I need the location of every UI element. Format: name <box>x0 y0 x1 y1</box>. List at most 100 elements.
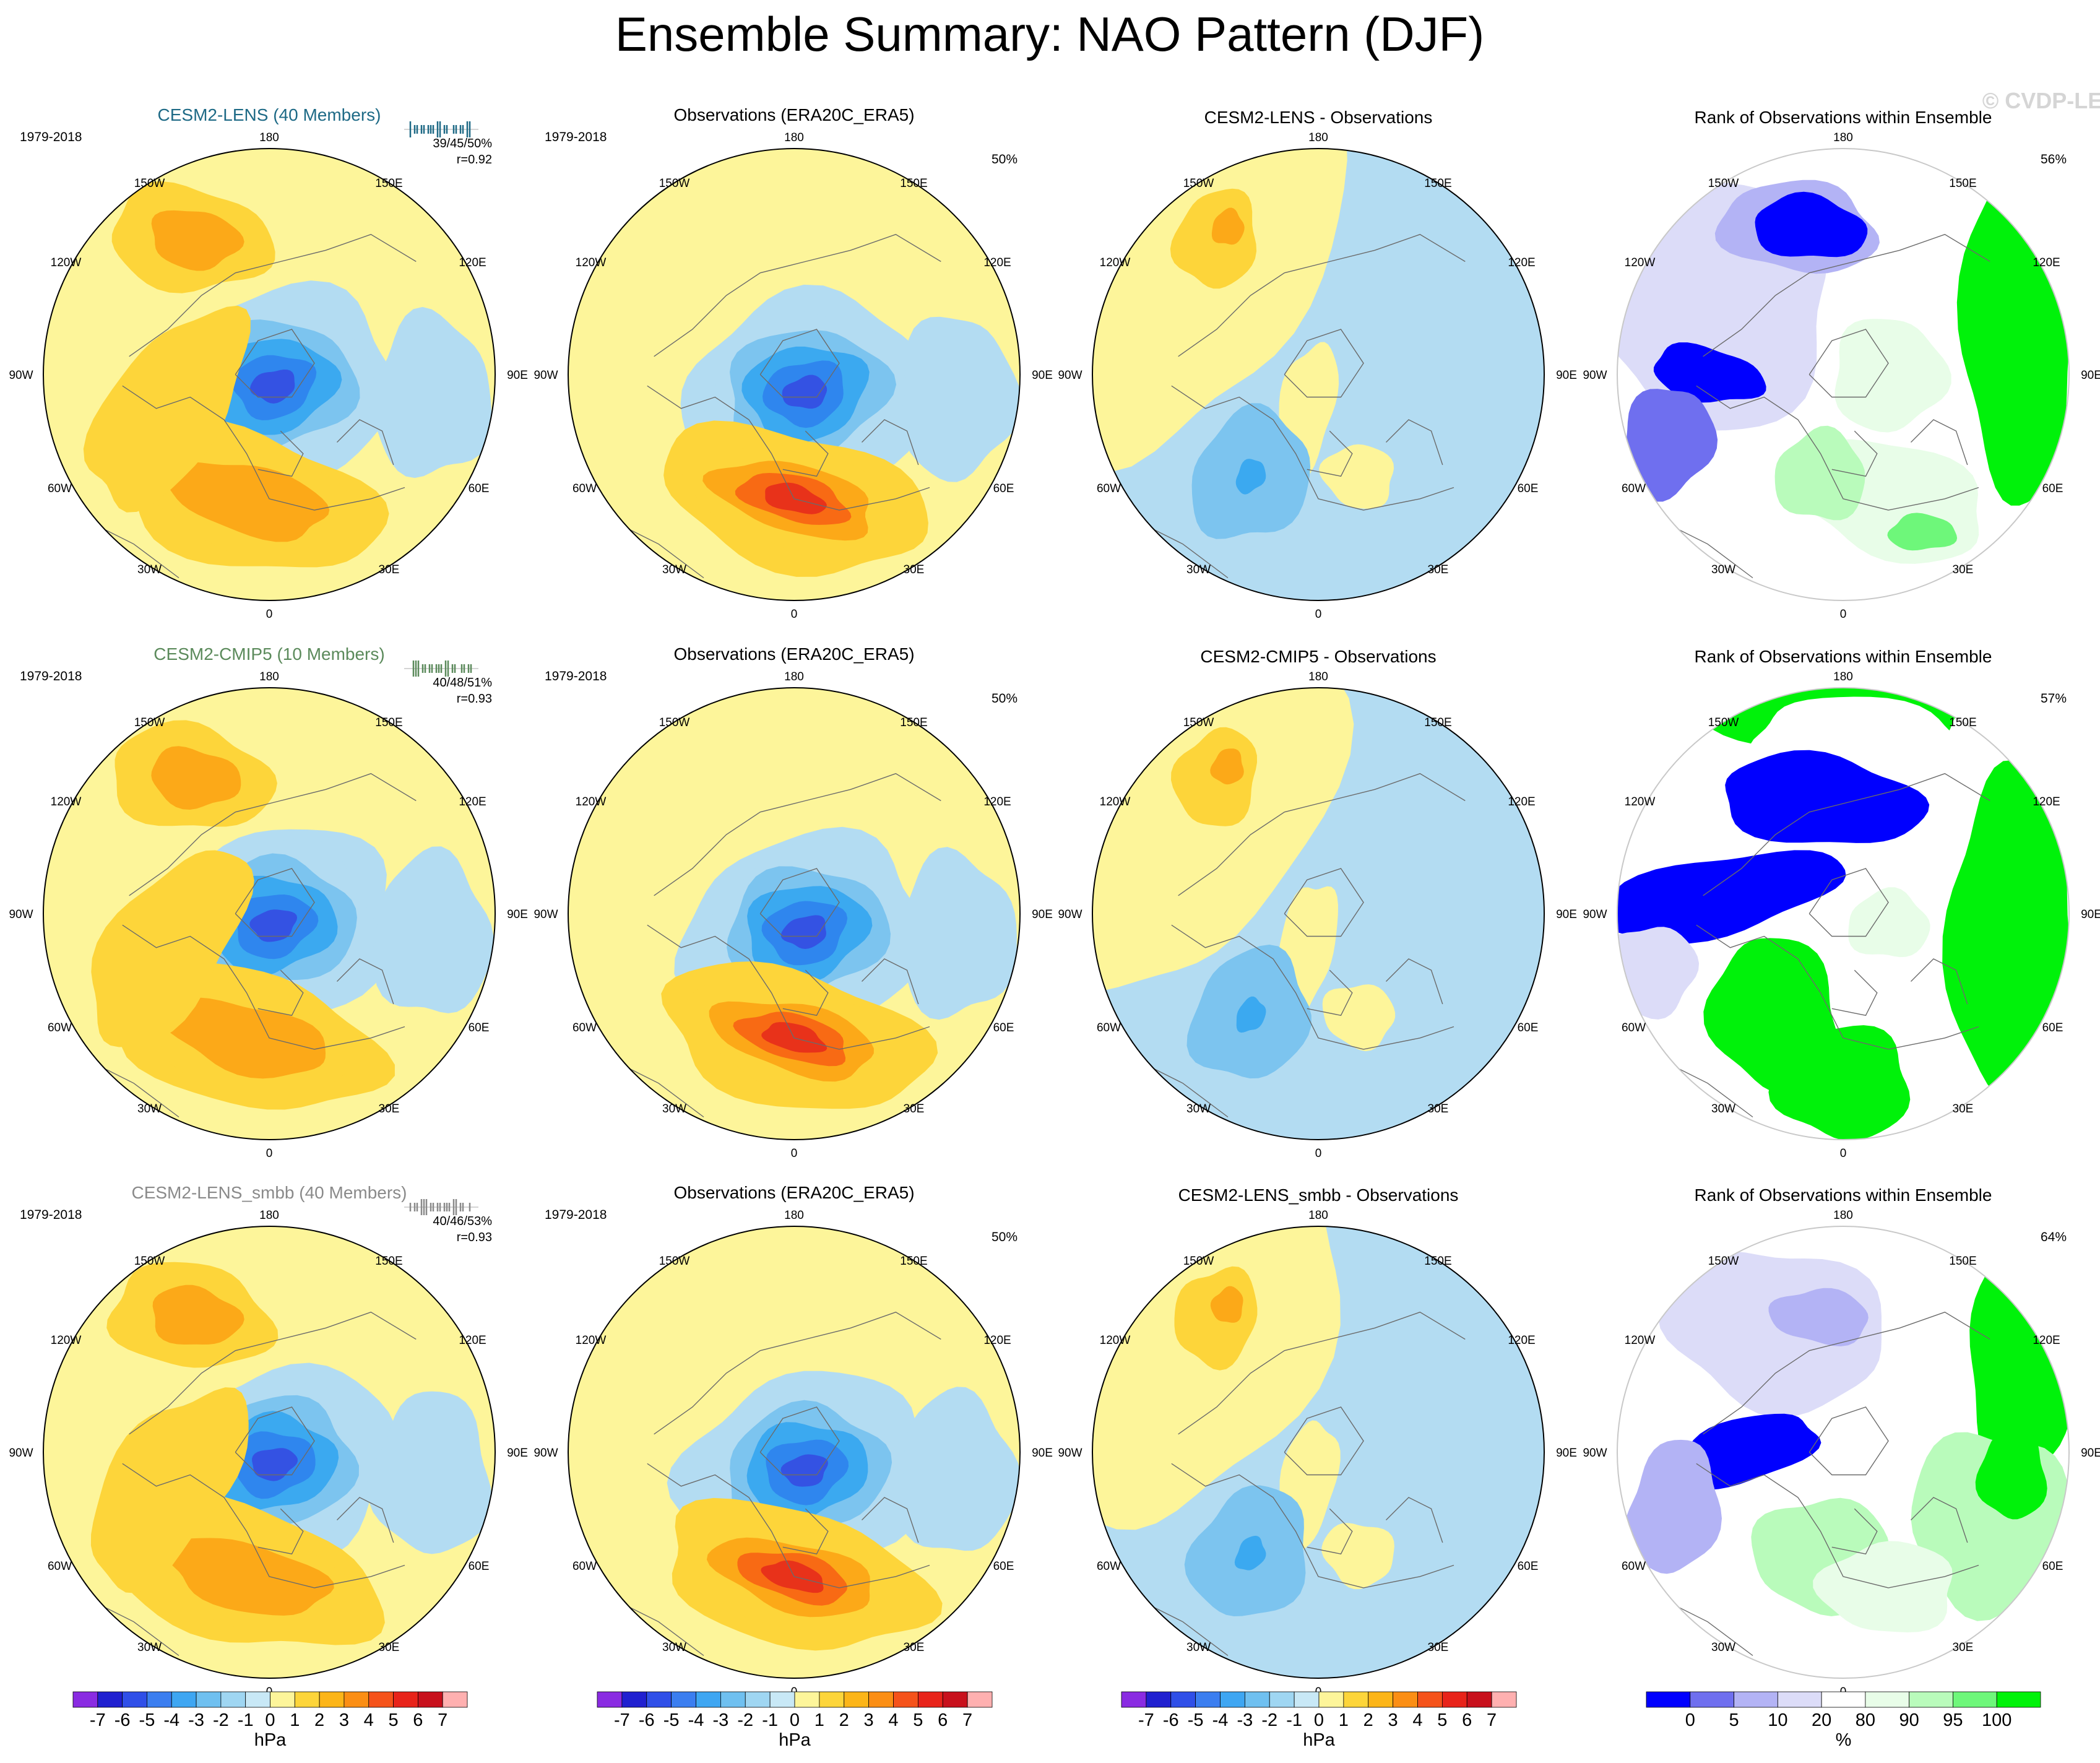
coastline <box>1696 385 1979 511</box>
stats-label: 40/46/53% <box>433 1215 492 1228</box>
lon-label-120e: 120E <box>459 256 486 269</box>
colorbar-swatch <box>393 1691 418 1708</box>
colorbar-swatch <box>1417 1691 1443 1708</box>
lon-label-60e: 60E <box>993 1560 1014 1573</box>
map-border <box>1092 148 1545 601</box>
lon-label-150e: 150E <box>1424 1255 1451 1268</box>
lon-label-120w: 120W <box>51 1334 82 1347</box>
coastline <box>1831 969 1878 1016</box>
coastline <box>1284 868 1364 937</box>
lon-label-60w: 60W <box>1622 1021 1646 1034</box>
colorbar-tick: 5 <box>1729 1710 1739 1730</box>
lon-label-180: 180 <box>1308 1209 1328 1222</box>
lon-label-150e: 150E <box>1424 177 1451 190</box>
lon-label-30w: 30W <box>137 563 162 576</box>
positive-peak <box>1210 1286 1243 1323</box>
rank-region <box>1725 750 1930 843</box>
colorbar-tick: -1 <box>1286 1710 1302 1730</box>
lon-label-150e: 150E <box>900 1255 927 1268</box>
panel-diff: 1800150W150E120W120E90W90E60W60E30W30ECE… <box>1058 1185 1576 1699</box>
lon-label-90e: 90E <box>1032 908 1053 921</box>
lon-label-60w: 60W <box>573 482 597 495</box>
lon-label-0: 0 <box>1315 1147 1322 1160</box>
lon-label-90w: 90W <box>1583 1447 1607 1460</box>
atlantic-high-level <box>761 1022 827 1053</box>
positive-peak <box>1211 207 1245 245</box>
lon-label-180: 180 <box>259 131 279 144</box>
colorbar-swatch <box>417 1691 443 1708</box>
period-label: 1979-2018 <box>20 130 82 144</box>
colorbar-swatch <box>794 1691 820 1708</box>
rank-region <box>1653 342 1766 403</box>
colorbar-tick: 5 <box>913 1710 923 1730</box>
map-border <box>1617 148 2070 601</box>
coastline <box>759 868 840 937</box>
colorbar-swatch <box>220 1691 246 1708</box>
lon-label-120w: 120W <box>51 256 82 269</box>
lon-label-0: 0 <box>266 1147 273 1160</box>
corr-label: r=0.93 <box>457 1231 492 1244</box>
panel-model: 1800150W150E120W120E90W90E60W60E30W30ECE… <box>9 1183 527 1699</box>
colorbar-swatch <box>1220 1691 1245 1708</box>
colorbar-tick: 95 <box>1943 1710 1963 1730</box>
colorbar-swatch <box>1821 1691 1866 1708</box>
rank-title: Rank of Observations within Ensemble <box>1695 1185 1992 1205</box>
colorbar-swatch <box>1146 1691 1172 1708</box>
colorbar-swatch <box>1953 1691 1997 1708</box>
lon-label-150e: 150E <box>1949 716 1976 729</box>
panel-rank: 180 0 150W 150E 120W 120E 90W 90E 60W 60E 30W 30E Ra… <box>1583 647 2100 1160</box>
colorbar-tick: -2 <box>1261 1710 1277 1730</box>
corr-label: r=0.92 <box>457 153 492 167</box>
lon-label-150w: 150W <box>1708 177 1739 190</box>
lon-label-90e: 90E <box>507 1447 528 1460</box>
lon-label-30e: 30E <box>1953 1102 1974 1115</box>
colorbar-swatch <box>270 1691 295 1708</box>
lon-label-120e: 120E <box>983 256 1011 269</box>
lon-label-30e: 30E <box>904 1102 925 1115</box>
rank-title: Rank of Observations within Ensemble <box>1695 108 1992 127</box>
lon-label-120w: 120W <box>1100 256 1131 269</box>
coastline <box>337 1497 394 1543</box>
rank-region <box>1623 1439 1722 1574</box>
arctic-low-level <box>780 1454 828 1487</box>
eastern-low <box>367 1391 493 1554</box>
rank-region <box>1617 850 1846 944</box>
lon-label-30e: 30E <box>1428 1102 1449 1115</box>
lon-label-60e: 60E <box>2042 1560 2063 1573</box>
lon-label-0: 0 <box>266 608 273 621</box>
coastline <box>647 385 930 511</box>
colorbar-tick: -7 <box>90 1710 106 1730</box>
lon-label-150w: 150W <box>1183 177 1214 190</box>
rank-region <box>1848 887 1930 958</box>
coastline <box>1284 1406 1364 1476</box>
colorbar-tick: 5 <box>388 1710 398 1730</box>
colorbar-tick: 6 <box>1462 1710 1472 1730</box>
colorbar-tick: 0 <box>790 1710 800 1730</box>
colorbar-tick: -1 <box>238 1710 254 1730</box>
lon-label-150w: 150W <box>134 177 165 190</box>
lon-label-150w: 150W <box>1708 1255 1739 1268</box>
coastline <box>654 233 941 357</box>
figure-title: Ensemble Summary: NAO Pattern (DJF) <box>615 7 1484 61</box>
colorbar-tick: -5 <box>1188 1710 1204 1730</box>
colorbar-tick: -2 <box>213 1710 229 1730</box>
lon-label-120e: 120E <box>983 1334 1011 1347</box>
coastline <box>1178 1311 1466 1435</box>
coastline <box>1307 969 1353 1016</box>
lon-label-180: 180 <box>1308 670 1328 683</box>
coastline <box>129 1311 417 1435</box>
colorbar-swatch <box>1646 1691 1691 1708</box>
colorbar-swatch <box>1491 1691 1517 1708</box>
coastline <box>1808 868 1889 937</box>
coastline <box>1386 419 1443 466</box>
lon-label-150w: 150W <box>134 716 165 729</box>
colorbar-hpa: -7 -6 -5 -4 -3 -2 -1 0 1 2 3 4 5 6 7 hPa <box>597 1691 993 1750</box>
lon-label-120e: 120E <box>2033 795 2060 808</box>
coastline <box>257 430 304 477</box>
coastline <box>862 1497 919 1543</box>
lon-label-150e: 150E <box>375 716 402 729</box>
colorbar-tick: 4 <box>1412 1710 1422 1730</box>
colorbar-tick: 80 <box>1856 1710 1875 1730</box>
map-border <box>43 1226 496 1679</box>
colorbar-unit: hPa <box>254 1730 287 1750</box>
